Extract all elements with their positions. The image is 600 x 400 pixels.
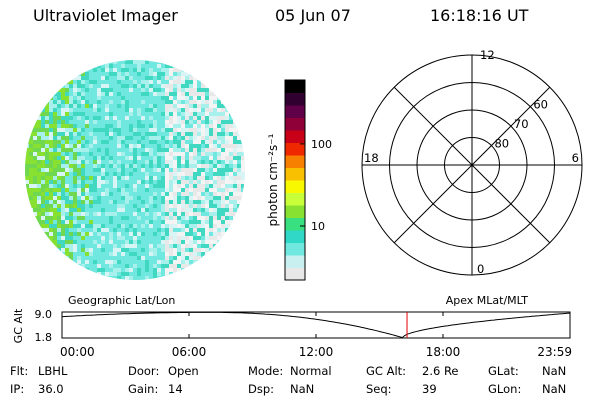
altitude-line (61, 311, 571, 339)
colorbar-swatch (285, 217, 305, 231)
colorbar-unit-label: photon cm⁻²s⁻¹ (266, 133, 280, 226)
colorbar-ticks: 100 10 (300, 138, 332, 233)
colorbar-swatch (285, 92, 305, 106)
colorbar-tick-label: 10 (311, 220, 325, 233)
image-time: 16:18:16 UT (430, 6, 529, 25)
colorbar-swatch (285, 142, 305, 156)
status-value: 39 (422, 382, 437, 396)
colorbar-swatch (285, 155, 305, 168)
colorbar-swatch (285, 117, 305, 131)
mlt-label: 6 (572, 151, 579, 165)
lat-ring-label: 80 (494, 137, 509, 151)
colorbar (285, 80, 305, 281)
status-value: Open (168, 364, 199, 378)
timeline-xtick-label: 00:00 (60, 345, 95, 359)
status-key: Mode: (248, 364, 284, 378)
colorbar-swatch (285, 192, 305, 206)
status-key: Dsp: (248, 382, 275, 396)
mlt-label: 0 (477, 262, 484, 276)
timeline-xtick-label: 23:59 (537, 345, 572, 359)
colorbar-swatch (285, 242, 305, 256)
image-title: Ultraviolet Imager (33, 6, 178, 25)
image-date: 05 Jun 07 (275, 6, 351, 25)
colorbar-frame (284, 79, 306, 281)
timeline-xtick-label: 18:00 (426, 345, 461, 359)
mlt-label: 12 (480, 48, 495, 62)
status-key: GLat: (488, 364, 519, 378)
colorbar-tick-label: 100 (311, 138, 332, 151)
status-value: 2.6 Re (422, 364, 459, 378)
status-key: GLon: (488, 382, 522, 396)
colorbar-swatch (285, 167, 305, 181)
timeline-ytick-bottom: 1.8 (35, 331, 53, 344)
status-key: Flt: (10, 364, 29, 378)
colorbar-swatch (285, 267, 305, 281)
lat-ring-label: 60 (533, 98, 548, 112)
timeline-right-label: Apex MLat/MLT (446, 294, 529, 307)
timeline-y-label: GC Alt (12, 308, 25, 343)
timeline-xtick-label: 12:00 (299, 345, 334, 359)
colorbar-swatch (285, 80, 305, 93)
timeline-xtick-label: 06:00 (172, 345, 207, 359)
status-value: NaN (542, 382, 567, 396)
status-key: Seq: (366, 382, 392, 396)
status-value: NaN (290, 382, 315, 396)
status-value: Normal (290, 364, 332, 378)
colorbar-swatch (285, 255, 305, 268)
lat-ring-label: 70 (514, 117, 529, 131)
timeline-left-label: Geographic Lat/Lon (68, 294, 175, 307)
status-key: Gain: (128, 382, 159, 396)
status-key: Door: (128, 364, 160, 378)
status-value: 14 (168, 382, 183, 396)
mlt-label: 18 (364, 151, 379, 165)
altitude-curve: 00:00 06:00 12:00 18:00 23:59 (60, 311, 572, 359)
colorbar-swatch (285, 130, 305, 143)
status-value: NaN (542, 364, 567, 378)
status-value: LBHL (38, 364, 68, 378)
colorbar-swatch (285, 205, 305, 218)
colorbar-swatch (285, 230, 305, 243)
status-value: 36.0 (38, 382, 64, 396)
timeline-ytick-top: 9.0 (35, 308, 53, 321)
status-key: GC Alt: (366, 364, 407, 378)
colorbar-swatch (285, 105, 305, 118)
status-key: IP: (10, 382, 25, 396)
colorbar-swatch (285, 180, 305, 193)
